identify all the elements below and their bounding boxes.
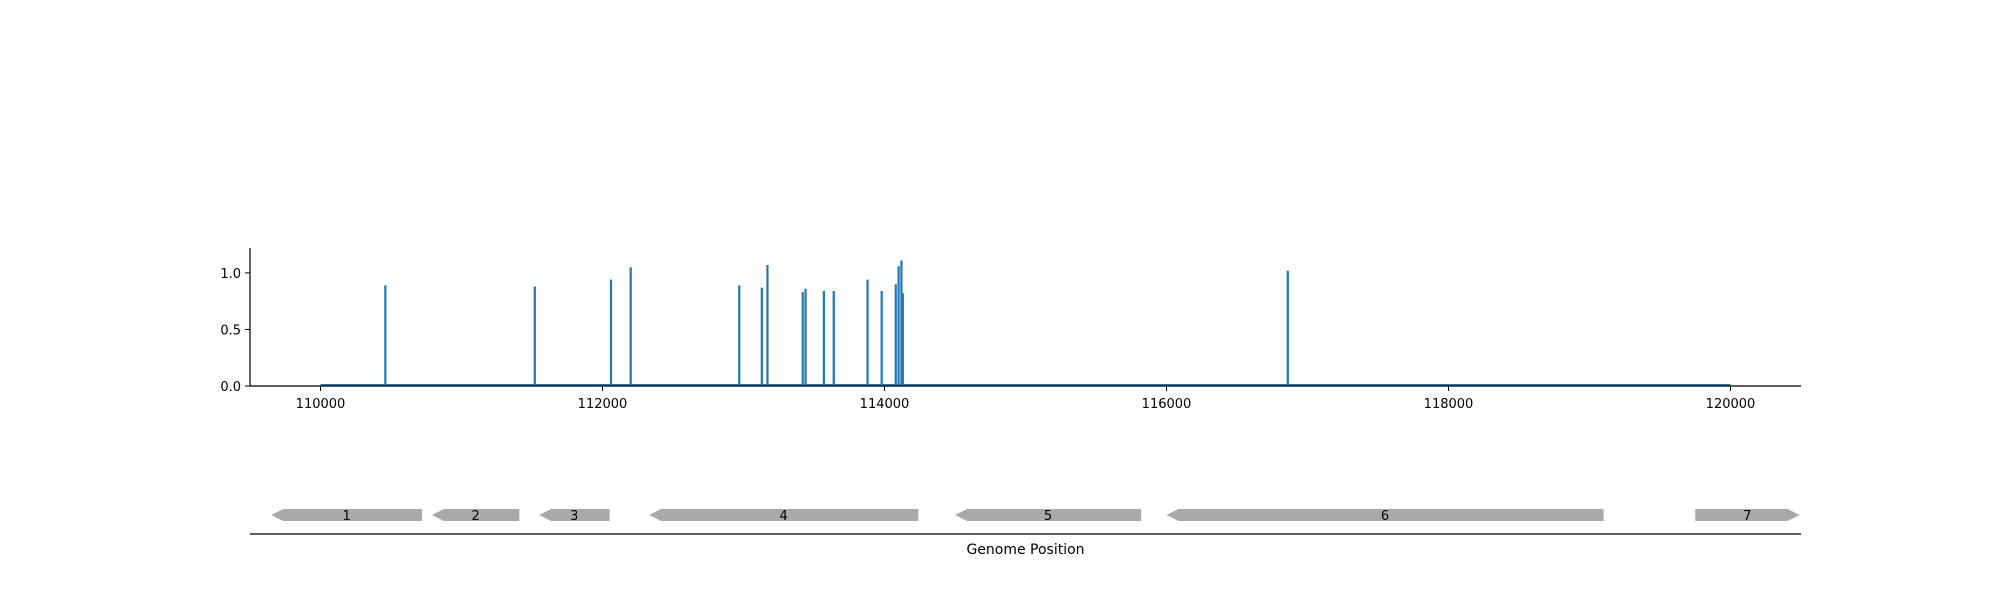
gene-label: 3: [570, 509, 578, 524]
y-tick-label: 0.0: [220, 380, 241, 395]
x-tick-label: 110000: [296, 397, 346, 412]
x-tick-label: 120000: [1706, 397, 1756, 412]
coverage-plot: 110000 112000 114000 116000 118000 120000 0.0…: [220, 248, 1801, 412]
x-axis-label: Genome Position: [966, 542, 1084, 558]
gene-label: 1: [342, 509, 350, 524]
y-tick-label: 1.0: [220, 267, 241, 282]
x-tick-label: 114000: [860, 397, 910, 412]
gene-label: 6: [1381, 509, 1389, 524]
gene-arrow: [649, 509, 919, 521]
x-tick-label: 118000: [1424, 397, 1474, 412]
gene-arrow: [1166, 509, 1604, 521]
x-tick-label: 112000: [578, 397, 628, 412]
gene-label: 5: [1044, 509, 1052, 524]
gene-label: 7: [1743, 509, 1751, 524]
gene-arrow: [431, 509, 520, 521]
gene-arrow: [955, 509, 1142, 521]
gene-label: 4: [780, 509, 788, 524]
y-tick-label: 0.5: [220, 323, 241, 338]
gene-label: 2: [471, 509, 479, 524]
y-axis-ticks: 0.0 0.5 1.0: [220, 267, 250, 395]
gene-arrow: [271, 509, 423, 521]
gene-arrow: [1695, 509, 1800, 521]
x-axis-ticks: 110000 112000 114000 116000 118000 120000: [296, 386, 1756, 412]
gene-track: 1 2 3 4 5 6 7 Genome Position: [250, 509, 1801, 558]
coverage-bars: [384, 260, 1289, 386]
gene-arrows: 1 2 3 4 5 6 7: [271, 509, 1800, 524]
x-tick-label: 116000: [1142, 397, 1192, 412]
gene-arrow: [539, 509, 610, 521]
